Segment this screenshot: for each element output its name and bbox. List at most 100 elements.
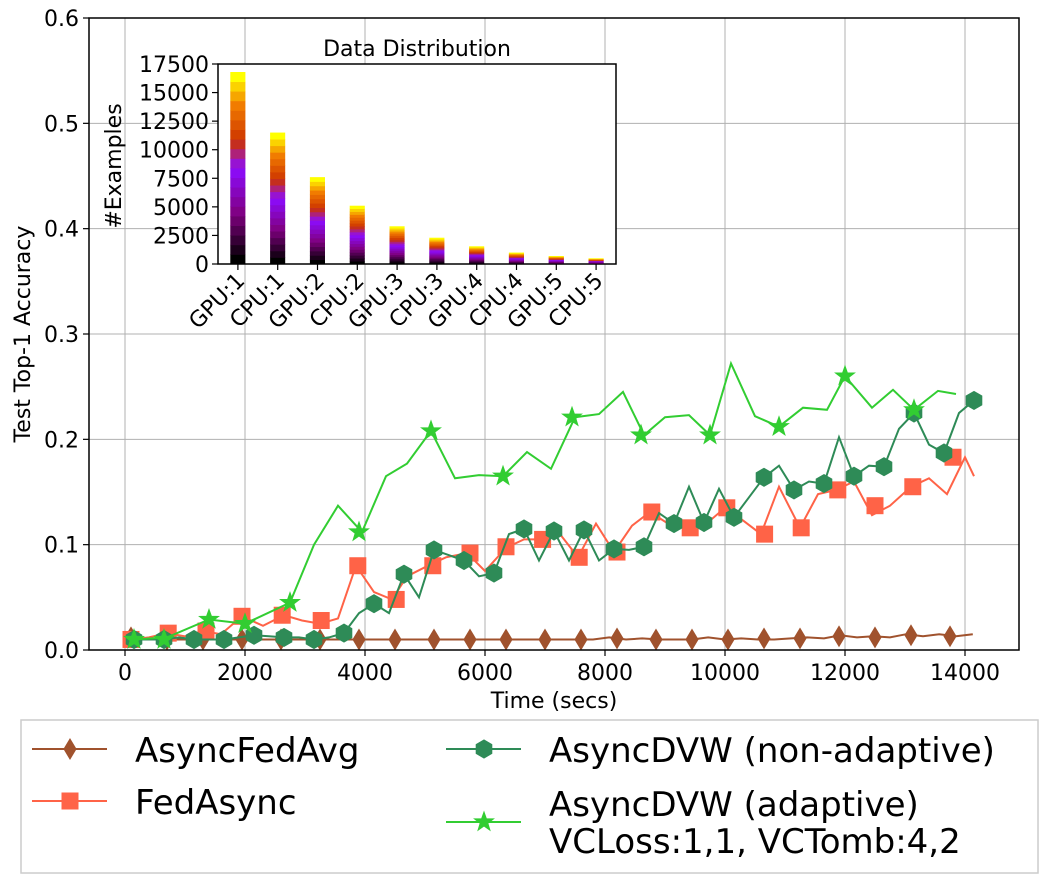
bar-segment [389, 235, 405, 238]
bar-segment [270, 185, 286, 193]
bar-segment [230, 129, 246, 140]
main-axis-ticks: 0 2000 4000 6000 8000 10000 12000 14000 0.0 0.1 0.… [44, 7, 1000, 686]
bar-segment [389, 252, 405, 255]
bar-segment [349, 226, 365, 230]
bar-segment [469, 248, 485, 250]
bar-segment [429, 249, 445, 252]
bar-segment [309, 229, 325, 234]
bar-segment [429, 242, 445, 245]
bar-segment [469, 250, 485, 252]
bar-segment [429, 252, 445, 254]
data-point-asyncfedavg [427, 628, 441, 651]
bar-segment [389, 241, 405, 244]
y-tick-label: 0.5 [44, 112, 79, 137]
bar-segment [508, 260, 524, 262]
legend-label: AsyncDVW (adaptive) VCLoss:1,1, VCTomb:4,… [549, 785, 961, 862]
legend-marker-asyncdvw-non-adaptive [475, 739, 493, 759]
data-point-asyncdvw-adaptive [834, 364, 856, 386]
inset-y-tick-label: 2500 [153, 224, 209, 249]
data-point-asyncfedavg [685, 628, 699, 651]
bar-segment [309, 246, 325, 252]
bar-segment [548, 256, 564, 257]
series-line-asyncdvw-adaptive [133, 360, 957, 641]
bar-segment [230, 254, 246, 265]
bar-segment [508, 255, 524, 257]
bar-segment [389, 247, 405, 250]
bar-segment [270, 218, 286, 225]
bar-segment [270, 198, 286, 206]
x-tick-label: 0 [118, 661, 132, 686]
bar-segment [230, 100, 246, 111]
bar-segment [588, 258, 604, 259]
data-point-asyncdvw-non-adaptive [575, 520, 593, 540]
inset-y-tick-label: 12500 [139, 110, 209, 135]
bar-cpu-4 [508, 252, 524, 265]
data-point-asyncdvw-adaptive [768, 415, 790, 437]
data-point-asyncdvw-non-adaptive [605, 539, 623, 559]
bar-segment [508, 259, 524, 261]
bar-segment [230, 168, 246, 178]
bar-segment [508, 262, 524, 264]
bar-segment [349, 208, 365, 212]
inset-y-axis-label: #Examples [102, 103, 127, 228]
bar-segment [508, 257, 524, 259]
x-tick-label: 6000 [457, 661, 513, 686]
data-point-asyncfedavg [832, 625, 846, 648]
bar-segment [230, 158, 246, 169]
legend-label: AsyncDVW (non-adaptive) [549, 731, 995, 771]
bar-segment [349, 234, 365, 239]
data-point-asyncfedavg [499, 628, 513, 651]
data-point-asyncfedavg [943, 625, 957, 648]
data-point-asyncdvw-non-adaptive [485, 563, 503, 583]
bar-segment [429, 246, 445, 249]
main-series-group [122, 360, 983, 651]
legend-label-line: AsyncDVW (non-adaptive) [549, 731, 995, 771]
bar-segment [270, 257, 286, 265]
data-point-asyncdvw-adaptive [123, 628, 145, 649]
bar-segment [508, 262, 524, 264]
data-point-asyncfedavg [721, 628, 735, 651]
y-tick-label: 0.4 [44, 218, 79, 243]
bar-segment [389, 239, 405, 242]
bar-segment [349, 229, 365, 233]
y-tick-label: 0.1 [44, 534, 79, 559]
bar-segment [270, 152, 286, 160]
bar-gpu-2 [309, 177, 325, 265]
data-point-asyncfedavg [757, 627, 771, 650]
data-point-fedasync [349, 557, 367, 575]
bar-segment [309, 190, 325, 195]
bar-segment [429, 240, 445, 243]
bar-segment [349, 220, 365, 224]
bar-segment [270, 244, 286, 252]
bar-segment [309, 220, 325, 226]
series-line-asyncdvw-non-adaptive [134, 399, 975, 641]
bar-segment [429, 260, 445, 262]
bar-segment [270, 211, 286, 219]
data-point-asyncfedavg [610, 627, 624, 650]
bar-segment [548, 263, 564, 264]
bar-segment [349, 243, 365, 247]
data-point-fedasync [756, 525, 774, 543]
bar-segment [508, 253, 524, 255]
bar-segment [548, 261, 564, 262]
bar-segment [389, 226, 405, 229]
bar-segment [309, 242, 325, 248]
legend-item-fedasync: FedAsync [32, 783, 297, 823]
bar-segment [230, 196, 246, 207]
bar-cpu-3 [429, 237, 445, 265]
bar-segment [309, 224, 325, 230]
data-point-asyncdvw-adaptive [630, 423, 652, 445]
data-point-fedasync [643, 503, 661, 521]
bar-segment [389, 248, 405, 252]
data-point-asyncdvw-non-adaptive [965, 390, 983, 410]
bar-segment [349, 205, 365, 210]
bar-segment [429, 258, 445, 261]
bar-segment [429, 256, 445, 258]
y-axis-label: Test Top-1 Accuracy [11, 226, 36, 444]
data-point-asyncdvw-non-adaptive [755, 467, 773, 487]
bar-segment [508, 258, 524, 260]
data-point-asyncdvw-adaptive [492, 464, 514, 486]
bar-cpu-5 [588, 258, 604, 265]
bar-segment [429, 245, 445, 248]
bar-segment [389, 260, 405, 263]
